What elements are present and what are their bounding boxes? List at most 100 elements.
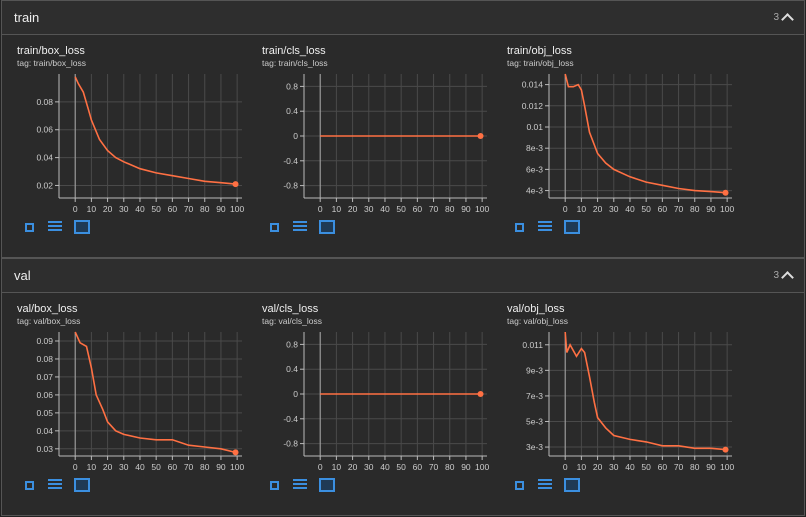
x-tick-label: 60 <box>168 204 178 214</box>
chart-title: val/obj_loss <box>507 303 565 315</box>
x-tick-label: 90 <box>216 462 226 472</box>
fit-domain-icon[interactable] <box>319 478 335 492</box>
series-line <box>564 331 726 451</box>
fit-domain-icon[interactable] <box>319 220 335 234</box>
x-tick-label: 70 <box>429 462 439 472</box>
section-val: val 3 val/box_loss tag: val/box_loss 0 10 20 30… <box>1 258 805 516</box>
data-table-icon[interactable] <box>293 221 307 233</box>
chart-title: train/cls_loss <box>262 45 326 57</box>
chevron-up-icon[interactable] <box>781 271 794 284</box>
x-tick-label: 60 <box>658 462 668 472</box>
data-table-icon[interactable] <box>48 479 62 491</box>
line-chart[interactable]: 0 10 20 30 40 50 60 70 80 90 100 -0.8 -0.4 0 0.4 0.8 <box>262 68 492 216</box>
x-tick-label: 50 <box>151 462 161 472</box>
x-tick-label: 30 <box>119 462 129 472</box>
line-chart[interactable]: 0 10 20 30 40 50 60 70 80 90 100 3e-3 5e-3 7e-3 9e-3 0.… <box>507 326 737 474</box>
x-tick-label: 30 <box>609 462 619 472</box>
x-tick-label: 100 <box>475 462 489 472</box>
y-tick-label: 0.08 <box>36 354 53 364</box>
fit-domain-icon[interactable] <box>74 220 90 234</box>
y-tick-label: -0.4 <box>283 414 298 424</box>
y-tick-label: 5e-3 <box>526 416 543 426</box>
x-tick-label: 90 <box>706 204 716 214</box>
x-tick-label: 70 <box>184 204 194 214</box>
y-tick-label: 0.08 <box>36 97 53 107</box>
y-tick-label: 7e-3 <box>526 391 543 401</box>
chart-tag: tag: train/box_loss <box>17 58 86 68</box>
section-header[interactable]: train 3 <box>2 1 804 35</box>
x-tick-label: 90 <box>706 462 716 472</box>
chevron-up-icon[interactable] <box>781 13 794 26</box>
x-tick-label: 80 <box>200 462 210 472</box>
last-point-marker <box>722 446 729 453</box>
y-tick-label: 0.8 <box>286 339 298 349</box>
y-tick-label: 0.8 <box>286 81 298 91</box>
x-tick-label: 30 <box>364 204 374 214</box>
y-tick-label: 3e-3 <box>526 442 543 452</box>
data-table-icon[interactable] <box>293 479 307 491</box>
chart-tag: tag: train/obj_loss <box>507 58 574 68</box>
x-tick-label: 10 <box>577 204 587 214</box>
y-tick-label: 0.05 <box>36 408 53 418</box>
card-toolbar <box>513 478 737 492</box>
x-tick-label: 0 <box>73 204 78 214</box>
x-tick-label: 10 <box>577 462 587 472</box>
fullscreen-icon[interactable] <box>270 480 279 490</box>
x-tick-label: 90 <box>216 204 226 214</box>
y-tick-label: 0.09 <box>36 336 53 346</box>
x-tick-label: 10 <box>87 462 97 472</box>
x-tick-label: 50 <box>641 204 651 214</box>
x-tick-label: 40 <box>135 462 145 472</box>
fullscreen-icon[interactable] <box>515 222 524 232</box>
section-header[interactable]: val 3 <box>2 259 804 293</box>
y-tick-label: 0.06 <box>36 125 53 135</box>
x-tick-label: 100 <box>230 204 244 214</box>
line-chart[interactable]: 0 10 20 30 40 50 60 70 80 90 100 4e-3 6e-3 8e-3 0.01 0.… <box>507 68 737 216</box>
fullscreen-icon[interactable] <box>25 222 34 232</box>
data-table-icon[interactable] <box>48 221 62 233</box>
data-table-icon[interactable] <box>538 479 552 491</box>
line-chart[interactable]: 0 10 20 30 40 50 60 70 80 90 100 0.03 0.04 0.05 0.06 0.… <box>17 326 247 474</box>
line-chart[interactable]: 0 10 20 30 40 50 60 70 80 90 100 -0.8 -0.4 0 0.4 0.8 <box>262 326 492 474</box>
x-tick-label: 70 <box>674 462 684 472</box>
fit-domain-icon[interactable] <box>74 478 90 492</box>
card-grid: train/box_loss tag: train/box_loss 0 10 20 30… <box>2 35 804 257</box>
fit-domain-icon[interactable] <box>564 220 580 234</box>
x-tick-label: 80 <box>690 204 700 214</box>
series-line <box>74 76 236 185</box>
chart-tag: tag: val/cls_loss <box>262 316 322 326</box>
scalar-card: val/cls_loss tag: val/cls_loss 0 10 20 30 40 50… <box>247 293 492 515</box>
x-tick-label: 60 <box>413 462 423 472</box>
last-point-marker <box>477 133 484 139</box>
x-tick-label: 20 <box>593 204 603 214</box>
section-title: train <box>14 10 40 25</box>
x-tick-label: 20 <box>103 462 113 472</box>
line-chart[interactable]: 0 10 20 30 40 50 60 70 80 90 100 0.02 0.04 0.06 0.08 <box>17 68 247 216</box>
x-tick-label: 80 <box>200 204 210 214</box>
series-line <box>564 73 726 194</box>
scalar-card: train/obj_loss tag: train/obj_loss 0 10 20 30… <box>492 35 737 257</box>
data-table-icon[interactable] <box>538 221 552 233</box>
x-tick-label: 10 <box>332 204 342 214</box>
fullscreen-icon[interactable] <box>270 222 279 232</box>
fit-domain-icon[interactable] <box>564 478 580 492</box>
y-tick-label: 0.01 <box>526 122 543 132</box>
y-tick-label: 6e-3 <box>526 164 543 174</box>
x-tick-label: 80 <box>445 204 455 214</box>
x-tick-label: 60 <box>413 204 423 214</box>
x-tick-label: 20 <box>103 204 113 214</box>
x-tick-label: 50 <box>396 462 406 472</box>
x-tick-label: 60 <box>658 204 668 214</box>
y-tick-label: -0.4 <box>283 156 298 166</box>
last-point-marker <box>477 391 484 397</box>
section-title: val <box>14 268 31 283</box>
y-tick-label: 0.07 <box>36 372 53 382</box>
card-grid: val/box_loss tag: val/box_loss 0 10 20 30 40 50… <box>2 293 804 515</box>
x-tick-label: 100 <box>720 204 734 214</box>
x-tick-label: 40 <box>625 204 635 214</box>
y-tick-label: 0.04 <box>36 153 53 163</box>
fullscreen-icon[interactable] <box>515 480 524 490</box>
x-tick-label: 0 <box>563 462 568 472</box>
x-tick-label: 0 <box>73 462 78 472</box>
fullscreen-icon[interactable] <box>25 480 34 490</box>
